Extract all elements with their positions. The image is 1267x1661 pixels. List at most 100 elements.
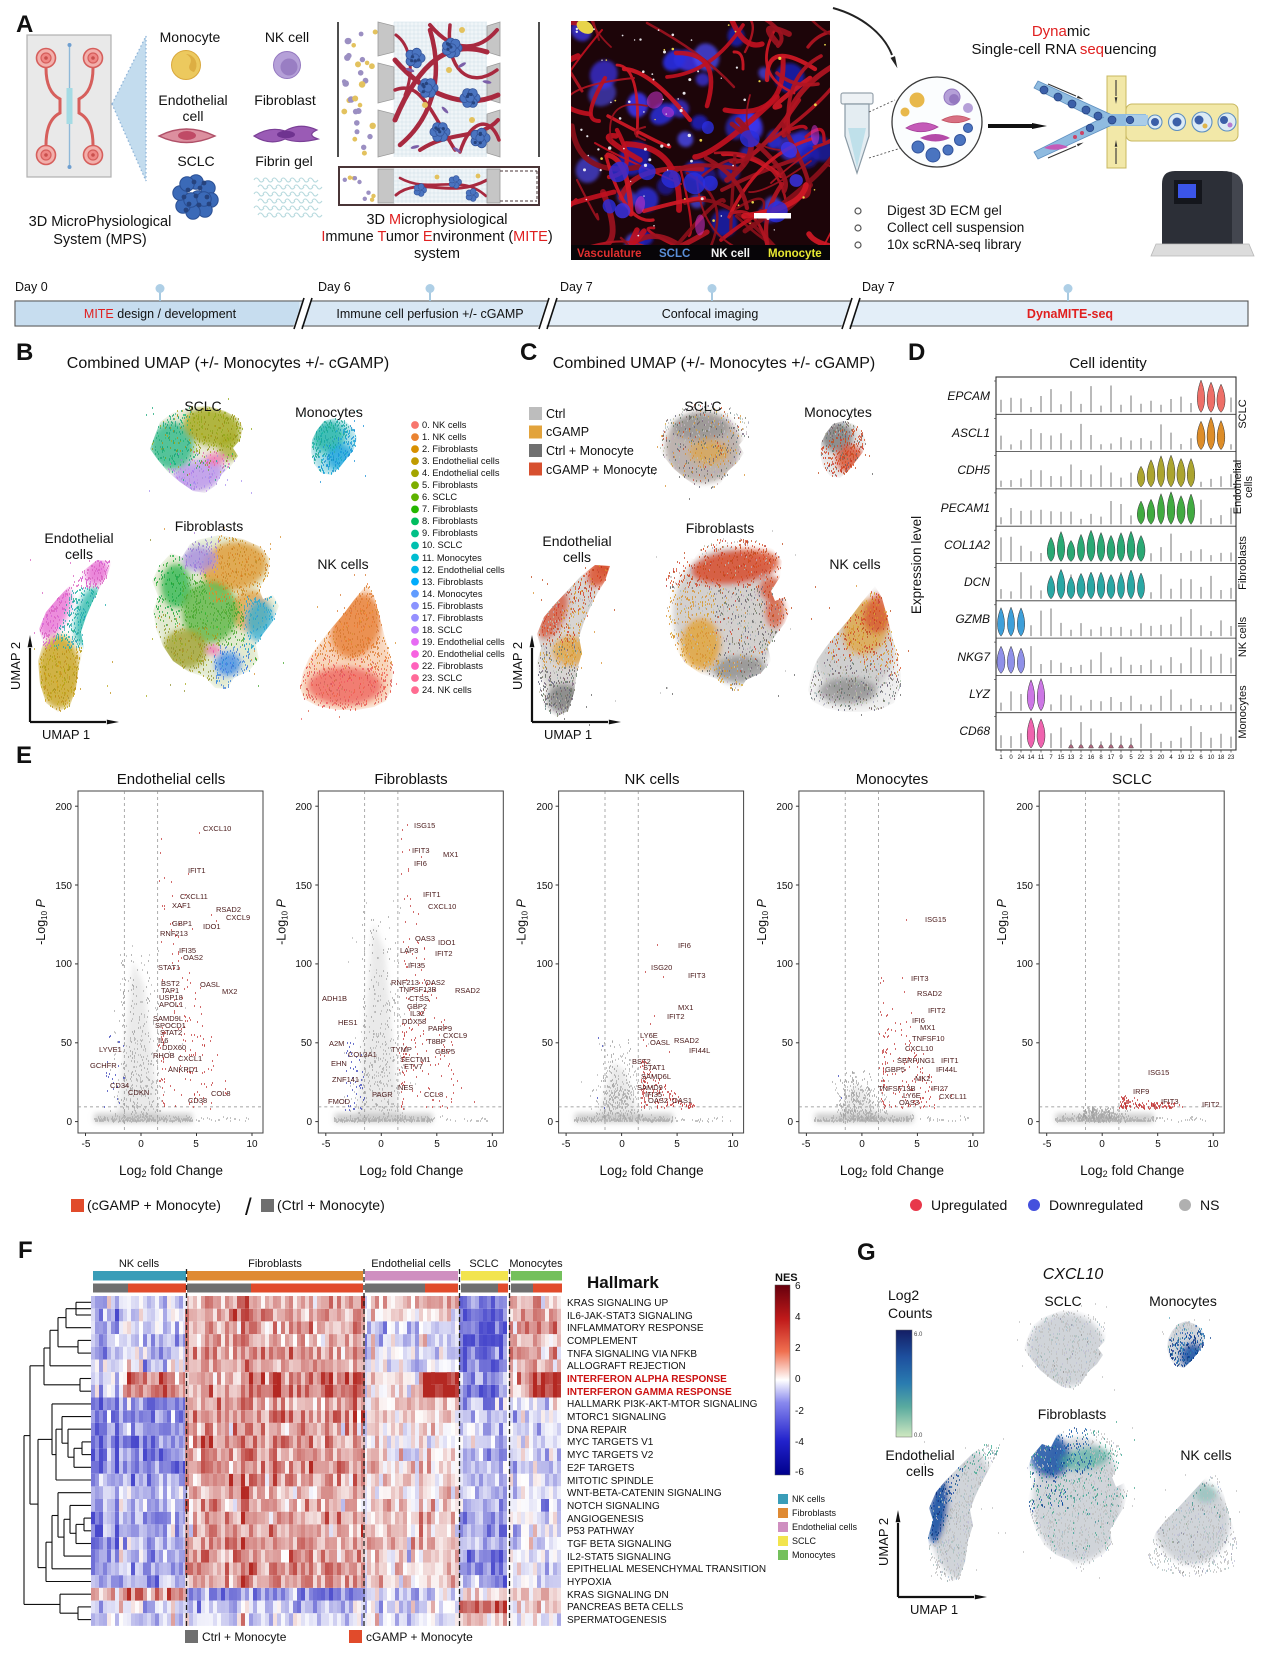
- svg-text:ISG20: ISG20: [651, 963, 672, 972]
- svg-text:PECAM1: PECAM1: [941, 501, 990, 515]
- svg-text:Endothelial cells: Endothelial cells: [117, 771, 225, 788]
- svg-text:/: /: [245, 1194, 252, 1221]
- svg-text:NK cells: NK cells: [624, 771, 679, 788]
- svg-text:0: 0: [1009, 755, 1013, 761]
- svg-text:18. SCLC: 18. SCLC: [422, 625, 463, 635]
- svg-text:CDKN: CDKN: [128, 1088, 149, 1097]
- svg-text:MX2: MX2: [222, 987, 237, 996]
- svg-text:cGAMP + Monocyte: cGAMP + Monocyte: [366, 1630, 473, 1644]
- svg-text:-5: -5: [562, 1139, 571, 1150]
- svg-text:NK cells: NK cells: [829, 556, 880, 572]
- svg-text:IL6: IL6: [158, 1036, 168, 1045]
- svg-text:ISG15: ISG15: [925, 915, 946, 924]
- svg-text:KRAS SIGNALING UP: KRAS SIGNALING UP: [567, 1298, 668, 1309]
- svg-text:8. Fibroblasts: 8. Fibroblasts: [422, 516, 478, 526]
- svg-text:NES: NES: [775, 1272, 798, 1284]
- svg-text:Combined UMAP (+/- Monocytes +: Combined UMAP (+/- Monocytes +/- cGAMP): [553, 355, 875, 372]
- svg-text:0. NK cells: 0. NK cells: [422, 420, 467, 430]
- svg-text:CXCL9: CXCL9: [443, 1031, 467, 1040]
- svg-text:-2: -2: [795, 1406, 804, 1417]
- svg-text:IFIT1: IFIT1: [423, 890, 441, 899]
- svg-text:IFIT2: IFIT2: [435, 949, 453, 958]
- svg-text:Fibroblasts: Fibroblasts: [1038, 1406, 1106, 1422]
- svg-text:13: 13: [1068, 755, 1075, 761]
- svg-text:24. NK cells: 24. NK cells: [422, 685, 472, 695]
- svg-text:Monocytes: Monocytes: [804, 404, 872, 420]
- svg-text:Immune cell perfusion +/- cGAM: Immune cell perfusion +/- cGAMP: [336, 307, 523, 321]
- svg-text:SCLC: SCLC: [684, 398, 721, 414]
- svg-text:50: 50: [61, 1038, 73, 1049]
- svg-text:10. SCLC: 10. SCLC: [422, 540, 463, 550]
- svg-text:P53 PATHWAY: P53 PATHWAY: [567, 1526, 635, 1537]
- svg-text:IFI44L: IFI44L: [936, 1065, 957, 1074]
- svg-text:23. SCLC: 23. SCLC: [422, 673, 463, 683]
- svg-text:IFIT1: IFIT1: [941, 1056, 959, 1065]
- svg-text:ISG15: ISG15: [1148, 1068, 1169, 1077]
- svg-text:GZMB: GZMB: [955, 612, 990, 626]
- svg-text:Immune Tumor Environment (MITE: Immune Tumor Environment (MITE): [321, 229, 552, 245]
- svg-text:15: 15: [1058, 755, 1065, 761]
- svg-text:IL32: IL32: [410, 1009, 425, 1018]
- svg-text:STAT2: STAT2: [160, 1028, 182, 1037]
- svg-text:50: 50: [782, 1038, 794, 1049]
- svg-text:Monocytes: Monocytes: [792, 1550, 836, 1560]
- svg-text:F: F: [18, 1237, 33, 1264]
- svg-text:Fibroblasts: Fibroblasts: [1237, 536, 1249, 590]
- svg-text:UMAP 2: UMAP 2: [876, 1518, 891, 1566]
- svg-text:DCN: DCN: [964, 575, 990, 589]
- svg-text:10: 10: [246, 1139, 258, 1150]
- svg-text:SCLC: SCLC: [792, 1536, 817, 1546]
- svg-text:cGAMP: cGAMP: [546, 425, 589, 439]
- svg-text:UMAP 1: UMAP 1: [544, 727, 592, 742]
- svg-text:MYC TARGETS V2: MYC TARGETS V2: [567, 1450, 654, 1461]
- svg-text:6.0: 6.0: [914, 1332, 923, 1338]
- svg-text:4. Endothelial cells: 4. Endothelial cells: [422, 468, 500, 478]
- svg-text:RHOB: RHOB: [153, 1051, 175, 1060]
- svg-text:Combined UMAP (+/- Monocytes +: Combined UMAP (+/- Monocytes +/- cGAMP): [67, 355, 389, 372]
- svg-text:Fibrin gel: Fibrin gel: [255, 153, 313, 169]
- svg-text:-5: -5: [802, 1139, 811, 1150]
- svg-text:-Log10 P: -Log10 P: [755, 898, 770, 944]
- svg-text:7. Fibroblasts: 7. Fibroblasts: [422, 504, 478, 514]
- svg-text:IFIT1: IFIT1: [188, 866, 206, 875]
- svg-text:cells: cells: [906, 1463, 934, 1479]
- svg-text:50: 50: [301, 1038, 313, 1049]
- svg-text:0: 0: [306, 1117, 312, 1128]
- svg-text:MITE design / development: MITE design / development: [84, 307, 237, 321]
- svg-text:Collect cell suspension: Collect cell suspension: [887, 220, 1024, 235]
- svg-text:13. Fibroblasts: 13. Fibroblasts: [422, 577, 483, 587]
- svg-text:5: 5: [193, 1139, 199, 1150]
- svg-text:0: 0: [1099, 1139, 1105, 1150]
- svg-text:CXCL10: CXCL10: [428, 902, 456, 911]
- svg-text:cell: cell: [182, 108, 203, 124]
- svg-text:IFIT3: IFIT3: [1161, 1097, 1179, 1106]
- svg-text:Log2 fold Change: Log2 fold Change: [600, 1163, 704, 1179]
- svg-text:22. Fibroblasts: 22. Fibroblasts: [422, 661, 483, 671]
- svg-text:4: 4: [795, 1312, 801, 1323]
- svg-text:OAS2: OAS2: [648, 1096, 668, 1105]
- svg-text:USP18: USP18: [159, 993, 183, 1002]
- svg-text:OAS3: OAS3: [899, 1098, 919, 1107]
- svg-text:GBP5: GBP5: [435, 1047, 455, 1056]
- svg-text:100: 100: [295, 959, 312, 970]
- svg-text:14: 14: [1028, 755, 1035, 761]
- svg-text:Endothelial: Endothelial: [158, 92, 227, 108]
- svg-text:Day 7: Day 7: [560, 280, 593, 294]
- svg-text:0: 0: [619, 1139, 625, 1150]
- svg-text:IFIT3: IFIT3: [412, 846, 430, 855]
- svg-text:Expression level: Expression level: [909, 516, 924, 614]
- svg-text:Fibroblasts: Fibroblasts: [686, 520, 754, 536]
- svg-text:INTERFERON ALPHA RESPONSE: INTERFERON ALPHA RESPONSE: [567, 1374, 727, 1385]
- svg-text:Counts: Counts: [888, 1305, 932, 1321]
- svg-text:-5: -5: [322, 1139, 331, 1150]
- svg-text:INTERFERON GAMMA RESPONSE: INTERFERON GAMMA RESPONSE: [567, 1387, 732, 1398]
- svg-text:OAS2: OAS2: [183, 953, 203, 962]
- svg-text:TNFSF13B: TNFSF13B: [878, 1084, 916, 1093]
- svg-text:TAP1: TAP1: [161, 986, 179, 995]
- svg-text:C: C: [520, 339, 537, 366]
- svg-text:E2F TARGETS: E2F TARGETS: [567, 1463, 635, 1474]
- svg-text:5: 5: [914, 1139, 920, 1150]
- svg-text:IL6-JAK-STAT3 SIGNALING: IL6-JAK-STAT3 SIGNALING: [567, 1311, 693, 1322]
- svg-text:B: B: [16, 339, 33, 366]
- svg-text:CXCL9: CXCL9: [226, 913, 250, 922]
